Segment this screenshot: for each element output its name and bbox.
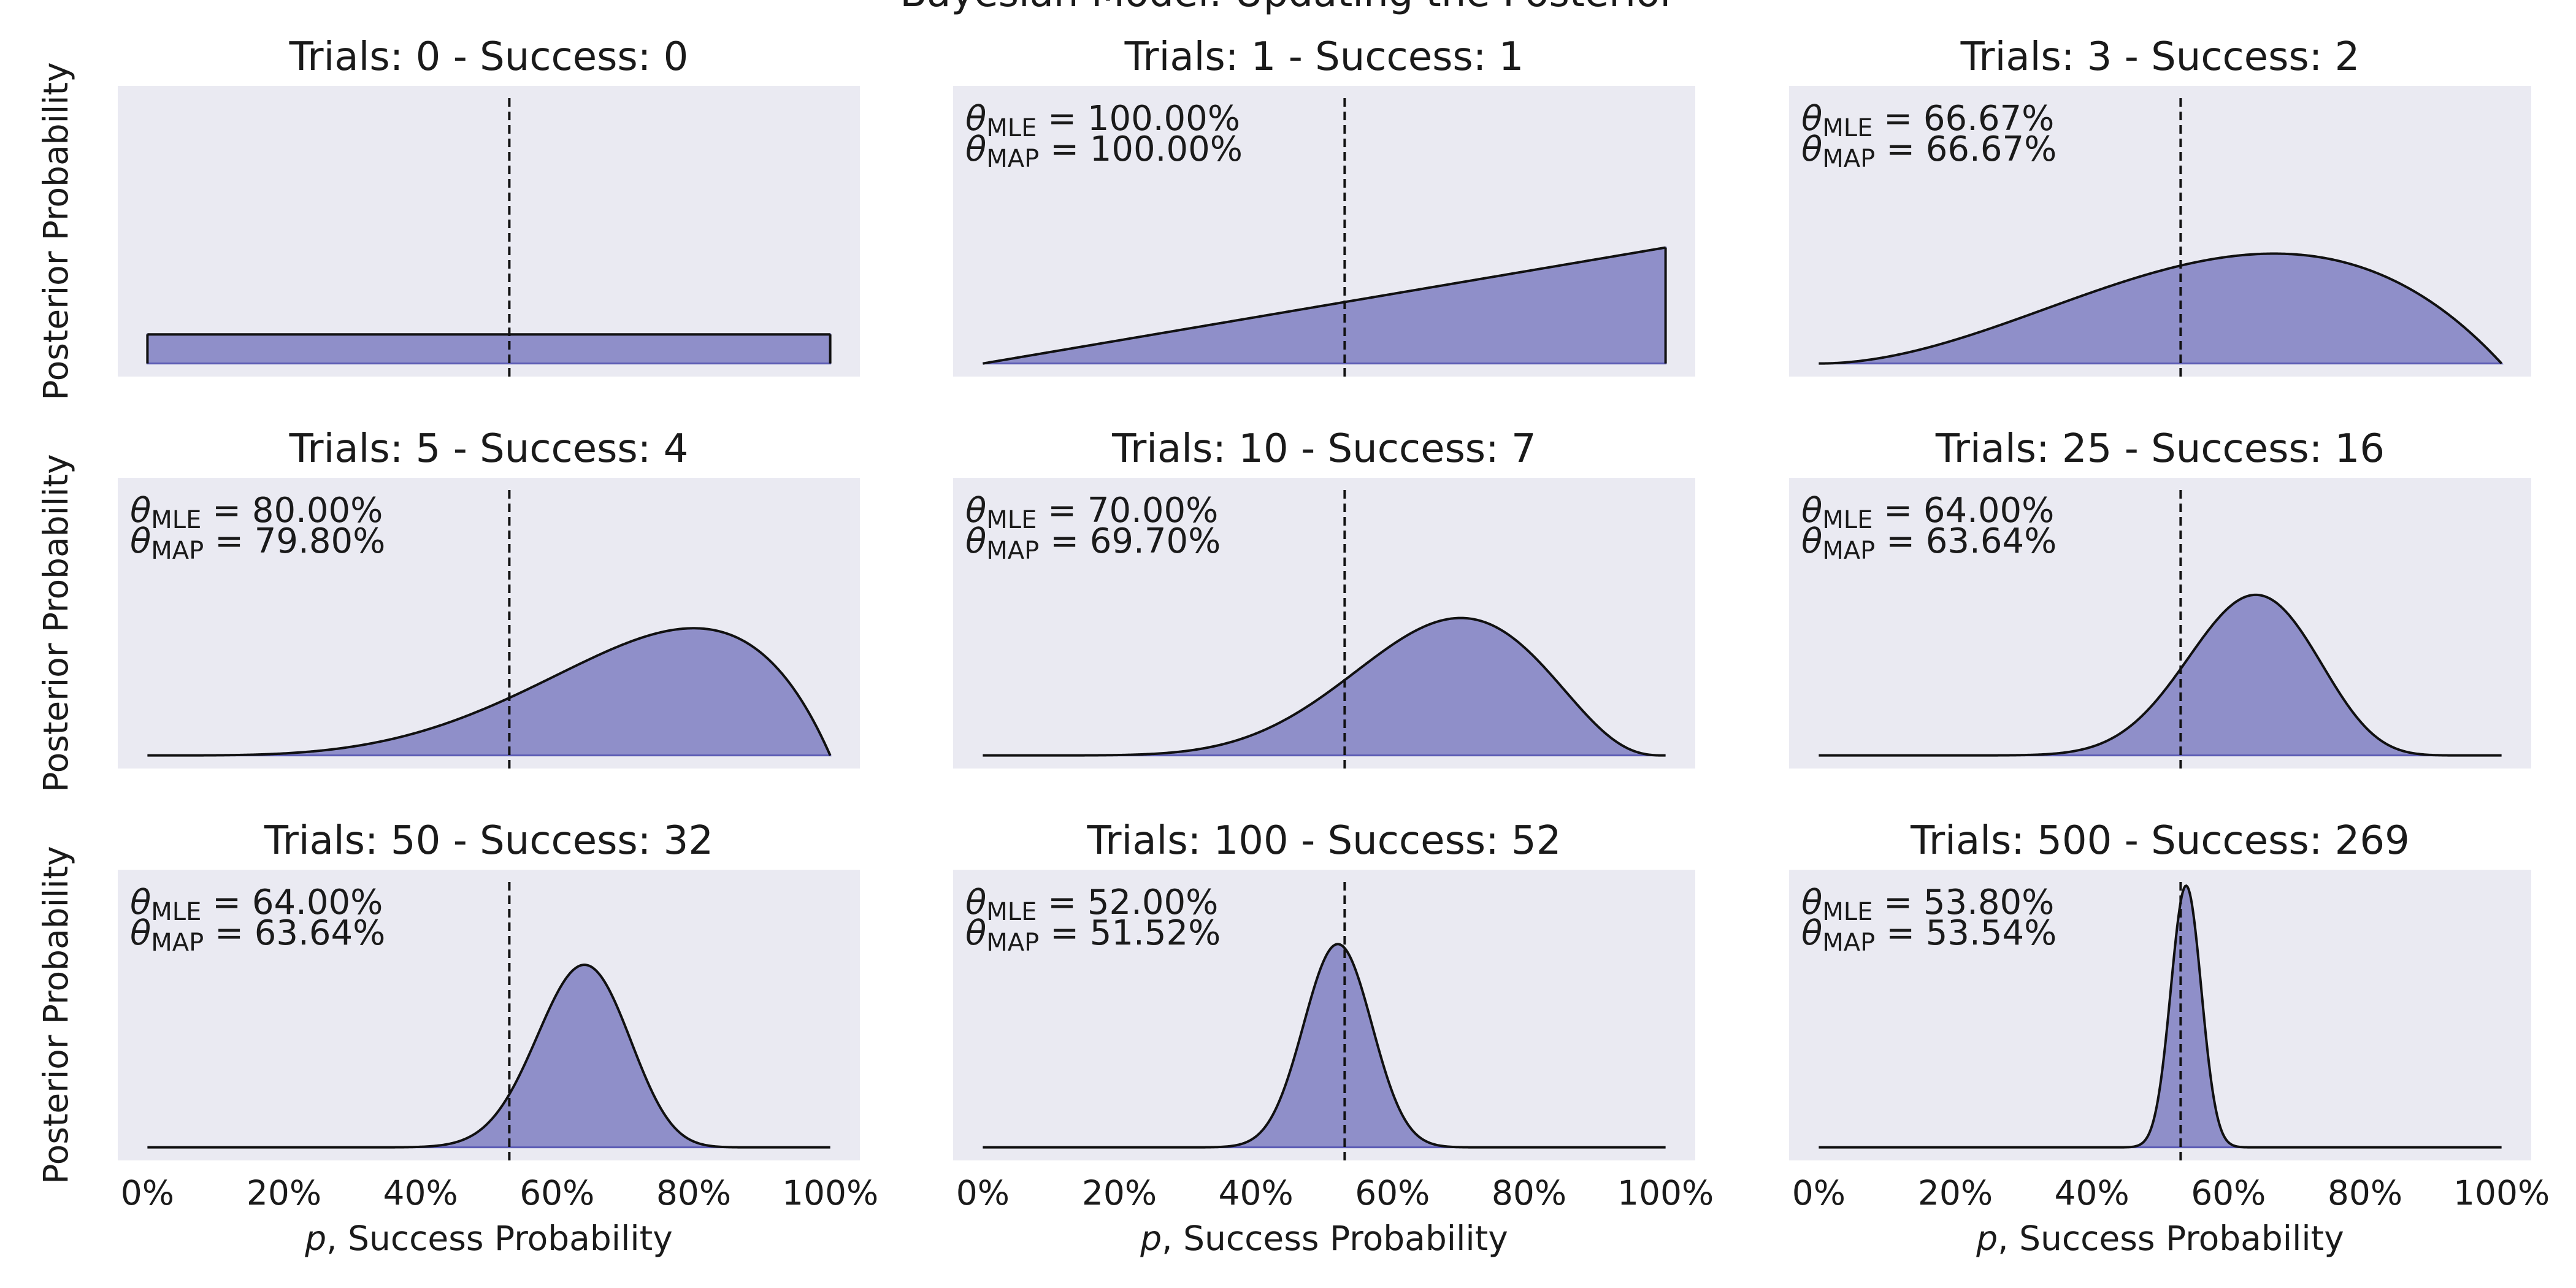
subplot-panel: Trials: 50 - Success: 32 θMLE = 64.00%θMA… [36,818,878,1258]
mle-annotation: θMLE = 64.00% [1801,491,2054,534]
panel-title: Trials: 500 - Success: 269 [1910,818,2410,864]
mle-annotation: θMLE = 66.67% [1801,99,2054,142]
x-axis-label: p, Success Probability [304,1219,673,1258]
x-tick-label: 20% [1082,1173,1157,1213]
plot-area [118,870,860,1160]
x-tick-label: 60% [519,1173,594,1213]
posterior-curve [147,627,832,757]
posterior-area [146,333,832,365]
x-tick-label: 100% [1617,1173,1714,1213]
x-tick-label: 40% [1219,1173,1294,1213]
map-annotation: θMAP = 63.64% [130,913,385,957]
posterior-curve [983,246,1666,365]
x-axis-label: p, Success Probability [1140,1219,1508,1258]
panel-title: Trials: 1 - Success: 1 [1124,34,1524,80]
panel-title: Trials: 10 - Success: 7 [1111,426,1536,472]
mle-annotation: θMLE = 53.80% [1801,883,2054,926]
plot-area [118,86,860,377]
subplot-grid: Trials: 0 - Success: 0 Posterior Probabil… [36,34,2550,1258]
map-annotation: θMAP = 69.70% [965,521,1221,565]
subplot-panel: Trials: 1 - Success: 1 θMLE = 100.00%θMAP… [953,34,1695,377]
posterior-curve [1819,252,2503,365]
map-annotation: θMAP = 63.64% [1801,521,2057,565]
x-axis-label: p, Success Probability [1976,1219,2344,1258]
x-tick-label: 0% [956,1173,1010,1213]
posterior-curve [1819,884,2502,1149]
panel-title: Trials: 25 - Success: 16 [1935,426,2385,472]
x-tick-label: 20% [247,1173,321,1213]
x-tick-label: 100% [2453,1173,2550,1213]
x-tick-label: 20% [1918,1173,1993,1213]
x-tick-label: 100% [782,1173,878,1213]
subplot-panel: Trials: 25 - Success: 16 θMLE = 64.00%θMA… [1789,426,2531,769]
subplot-panel: Trials: 3 - Success: 2 θMLE = 66.67%θMAP … [1789,34,2531,377]
x-tick-label: 80% [656,1173,731,1213]
x-tick-label: 40% [383,1173,458,1213]
mle-annotation: θMLE = 64.00% [130,883,383,926]
subplot-panel: Trials: 500 - Success: 269 θMLE = 53.80%θ… [1789,818,2550,1258]
y-axis-label: Posterior Probability [36,454,75,792]
map-annotation: θMAP = 53.54% [1801,913,2057,957]
subplot-panel: Trials: 5 - Success: 4 θMLE = 80.00%θMAP … [36,426,860,792]
mle-annotation: θMLE = 80.00% [130,491,383,534]
subplot-panel: Trials: 0 - Success: 0 Posterior Probabil… [36,34,860,401]
panel-title: Trials: 0 - Success: 0 [289,34,689,80]
x-tick-label: 80% [1492,1173,1566,1213]
mle-annotation: θMLE = 52.00% [965,883,1218,926]
posterior-curve [983,616,1666,757]
map-annotation: θMAP = 100.00% [965,129,1243,173]
map-annotation: θMAP = 51.52% [965,913,1221,957]
map-annotation: θMAP = 66.67% [1801,129,2057,173]
panel-title: Trials: 3 - Success: 2 [1960,34,2360,80]
x-tick-label: 60% [1355,1173,1430,1213]
posterior-curve [983,943,1666,1149]
panel-title: Trials: 5 - Success: 4 [289,426,689,472]
posterior-curve [1819,593,2502,757]
map-annotation: θMAP = 79.80% [130,521,385,565]
subplot-panel: Trials: 10 - Success: 7 θMLE = 70.00%θMAP… [953,426,1695,769]
mle-annotation: θMLE = 70.00% [965,491,1218,534]
x-tick-label: 0% [1792,1173,1846,1213]
posterior-curve [147,964,830,1149]
y-axis-label: Posterior Probability [36,62,75,400]
subplot-panel: Trials: 100 - Success: 52 θMLE = 52.00%θM… [953,818,1714,1258]
x-tick-label: 60% [2191,1173,2266,1213]
panel-title: Trials: 50 - Success: 32 [264,818,713,864]
y-axis-label: Posterior Probability [36,846,75,1184]
mle-annotation: θMLE = 100.00% [965,99,1240,142]
x-tick-label: 80% [2328,1173,2402,1213]
panel-title: Trials: 100 - Success: 52 [1087,818,1562,864]
x-tick-label: 0% [121,1173,174,1213]
figure-suptitle: Bayesian Model: Updating the Posterior [900,0,1676,16]
x-tick-label: 40% [2055,1173,2129,1213]
